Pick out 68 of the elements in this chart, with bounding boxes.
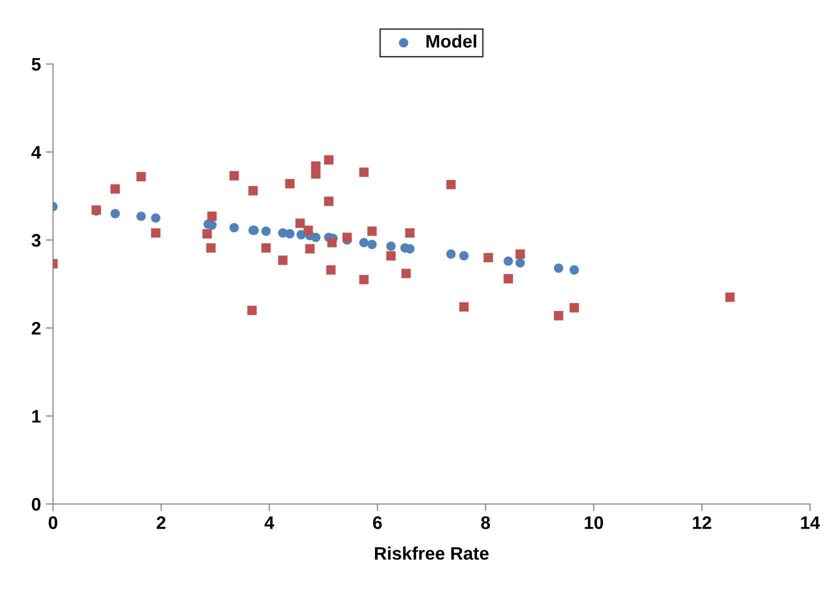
point bbox=[359, 238, 369, 248]
point bbox=[229, 171, 239, 180]
point bbox=[110, 184, 120, 194]
point bbox=[554, 311, 564, 320]
point bbox=[459, 251, 469, 260]
point bbox=[305, 244, 314, 254]
point bbox=[261, 226, 271, 236]
point bbox=[304, 226, 313, 235]
point bbox=[516, 258, 525, 268]
point bbox=[136, 212, 146, 221]
point bbox=[202, 229, 212, 238]
point bbox=[342, 232, 352, 242]
point bbox=[359, 274, 369, 284]
x-tick-label: 6 bbox=[373, 516, 382, 530]
point bbox=[278, 256, 288, 265]
point bbox=[405, 244, 415, 254]
point bbox=[295, 218, 305, 228]
point bbox=[151, 228, 160, 238]
x-tick-label: 8 bbox=[481, 516, 490, 530]
x-tick-label: 2 bbox=[156, 516, 166, 529]
point bbox=[247, 306, 257, 316]
point bbox=[386, 251, 396, 260]
point bbox=[459, 302, 469, 312]
point bbox=[136, 172, 146, 182]
point bbox=[110, 208, 120, 218]
legend-label: Model bbox=[426, 34, 476, 48]
point bbox=[367, 240, 377, 250]
y-tick-label: 5 bbox=[32, 58, 41, 71]
point bbox=[207, 212, 217, 221]
y-tick-label: 1 bbox=[32, 410, 41, 423]
point bbox=[725, 292, 735, 302]
y-tick-label: 3 bbox=[32, 234, 41, 247]
point bbox=[311, 232, 320, 242]
x-axis-title: Riskfree Rate bbox=[375, 546, 489, 560]
point bbox=[405, 228, 415, 238]
point bbox=[261, 243, 271, 253]
x-tick-label: 0 bbox=[48, 516, 58, 530]
point bbox=[554, 264, 564, 273]
x-tick-label: 14 bbox=[801, 516, 820, 529]
point bbox=[570, 303, 579, 312]
y-tick-label: 4 bbox=[31, 146, 42, 159]
point bbox=[446, 180, 456, 190]
point bbox=[504, 256, 513, 266]
point bbox=[359, 168, 369, 177]
point bbox=[229, 223, 239, 232]
x-tick-label: 12 bbox=[692, 516, 712, 529]
point bbox=[285, 179, 294, 188]
point bbox=[324, 196, 334, 206]
point bbox=[327, 238, 337, 248]
point bbox=[446, 249, 456, 259]
x-tick-label: 4 bbox=[264, 516, 274, 529]
point bbox=[326, 265, 336, 275]
point bbox=[151, 213, 160, 223]
y-tick-label: 2 bbox=[32, 322, 40, 335]
point bbox=[386, 242, 396, 251]
point bbox=[504, 274, 513, 284]
point bbox=[324, 155, 334, 165]
point bbox=[570, 265, 579, 275]
point bbox=[206, 243, 216, 253]
x-tick-label: 10 bbox=[584, 516, 604, 530]
point bbox=[401, 268, 411, 278]
point bbox=[285, 229, 294, 238]
y-tick-label: 0 bbox=[32, 498, 40, 511]
point bbox=[367, 226, 377, 236]
point bbox=[248, 186, 258, 196]
point bbox=[516, 249, 525, 259]
point bbox=[311, 169, 320, 179]
point bbox=[484, 252, 493, 262]
